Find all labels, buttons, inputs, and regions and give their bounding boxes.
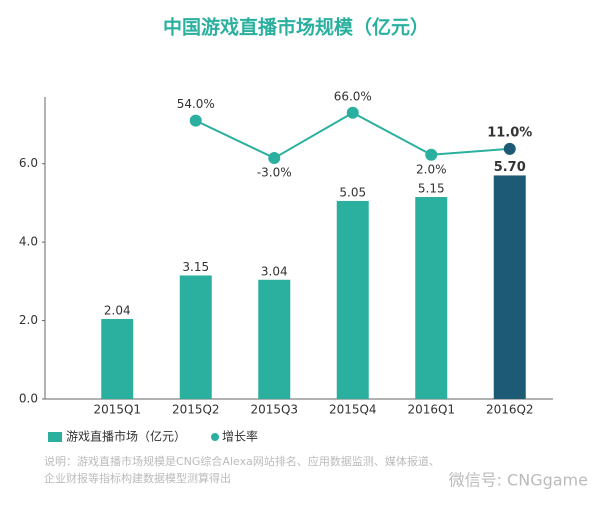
- bar: [336, 200, 369, 399]
- bar: [415, 197, 448, 399]
- line: [195, 111, 510, 160]
- watermark: 微信号: CNGgame: [449, 471, 588, 490]
- x-tick-label: 2016Q2: [486, 403, 534, 417]
- chart-title: 中国游戏直播市场规模（亿元）: [163, 16, 429, 39]
- bar: [179, 275, 212, 399]
- point: [268, 152, 281, 165]
- y-tick-label: 4.0: [19, 235, 38, 249]
- x-tick-label: 2016Q1: [407, 403, 455, 417]
- y-tick-label: 0.0: [19, 392, 38, 406]
- legend-swatch: [211, 433, 219, 441]
- bar: [493, 175, 526, 399]
- note: 说明：游戏直播市场规模是CNG综合Alexa网站排名、应用数据监测、媒体报道、: [44, 454, 440, 468]
- bar: [101, 318, 134, 399]
- y-tick-label: 2.0: [19, 313, 38, 327]
- point: [346, 106, 359, 119]
- bar-label: 3.04: [261, 264, 288, 278]
- point-label: 2.0%: [416, 162, 447, 176]
- point-label: 11.0%: [487, 125, 532, 140]
- point-label: 54.0%: [177, 97, 215, 111]
- point: [189, 114, 202, 127]
- note: 企业财报等指标构建数据模型测算得出: [44, 471, 231, 485]
- x-tick-label: 2015Q1: [93, 403, 141, 417]
- legend-label: 增长率: [222, 429, 258, 444]
- bar-label: 5.15: [418, 182, 445, 196]
- x-tick-label: 2015Q3: [250, 403, 298, 417]
- bar-label: 5.05: [339, 185, 366, 199]
- point: [503, 142, 516, 155]
- x-tick-label: 2015Q4: [329, 403, 377, 417]
- bar-label: 5.70: [494, 160, 526, 175]
- legend-label: 游戏直播市场（亿元）: [66, 429, 186, 444]
- bar-label: 3.15: [182, 260, 209, 274]
- y-tick-label: 6.0: [19, 156, 38, 170]
- x-tick-label: 2015Q2: [172, 403, 220, 417]
- point: [425, 148, 438, 161]
- point-label: 66.0%: [334, 89, 372, 103]
- point-label: -3.0%: [257, 166, 292, 180]
- legend-swatch: [48, 432, 62, 442]
- bar: [258, 279, 291, 399]
- bar-label: 2.04: [104, 303, 131, 317]
